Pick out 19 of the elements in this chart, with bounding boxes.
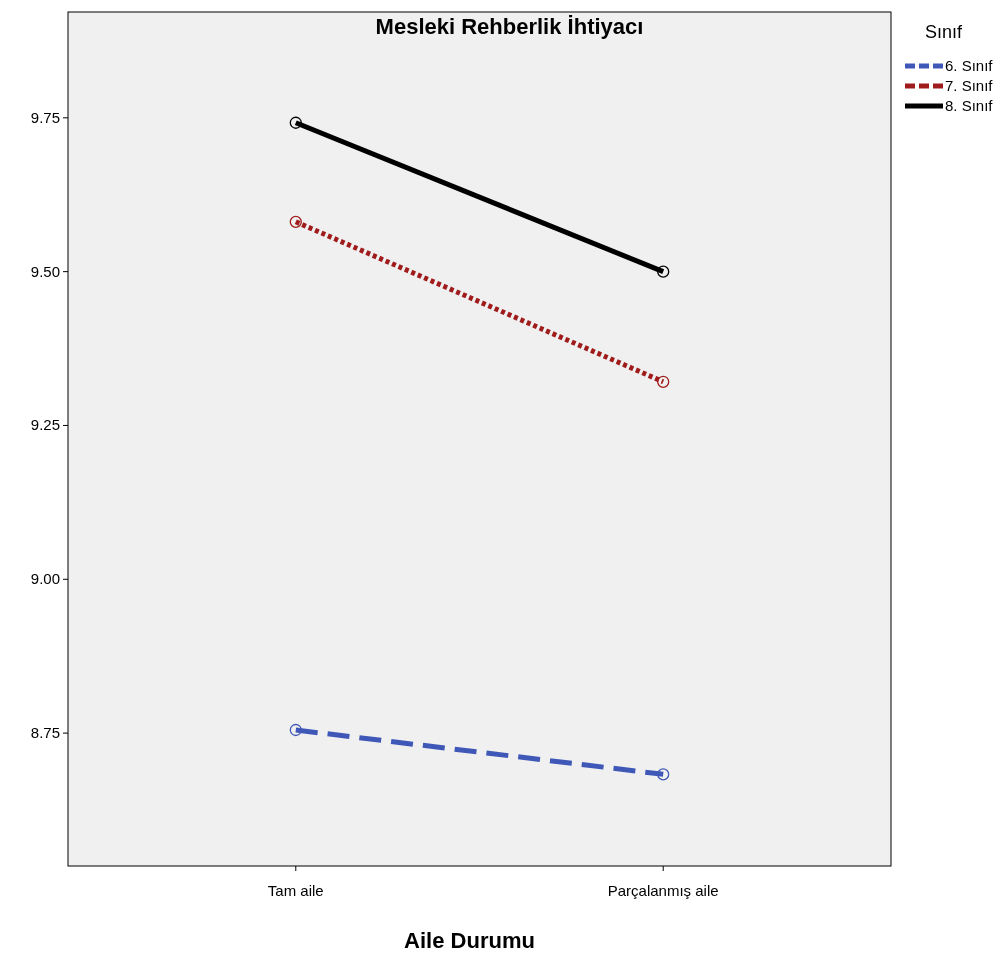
legend-label: 8. Sınıf (945, 97, 994, 114)
legend-title: Sınıf (925, 22, 964, 42)
y-tick-label: 9.00 (30, 570, 60, 588)
y-tick-label: 8.75 (30, 724, 60, 742)
chart-title: Mesleki Rehberlik İhtiyacı (375, 14, 644, 39)
legend-label: 6. Sınıf (945, 57, 994, 74)
legend-label: 7. Sınıf (945, 77, 994, 94)
point (657, 265, 670, 278)
point (289, 723, 302, 737)
y-tick-label: 9.75 (30, 108, 60, 126)
point (657, 768, 670, 781)
x-tick-label: Parçalanmış aile (607, 882, 719, 899)
point (289, 215, 302, 228)
y-tick-label: 9.25 (30, 416, 60, 434)
y-tick-label: 9.50 (30, 262, 60, 280)
x-axis-title: Aile Durumu (404, 928, 535, 953)
point (289, 116, 302, 129)
x-tick-label: Tam aile (267, 882, 324, 899)
point (657, 375, 670, 388)
